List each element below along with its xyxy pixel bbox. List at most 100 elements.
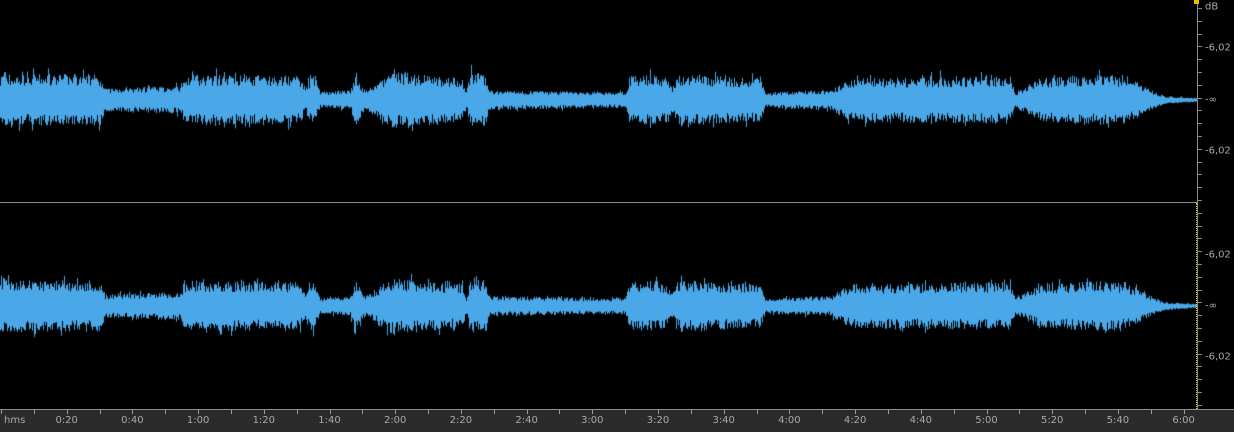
time-tick <box>296 410 298 414</box>
time-tick <box>723 410 725 414</box>
time-tick <box>887 410 889 414</box>
level-tick <box>1198 404 1202 406</box>
time-label: 4:40 <box>909 415 933 426</box>
time-tick <box>625 410 627 414</box>
level-tick <box>1198 276 1202 278</box>
level-tick <box>1198 302 1202 304</box>
time-tick <box>165 410 167 414</box>
level-tick <box>1198 8 1202 9</box>
time-label: 5:40 <box>1106 415 1130 426</box>
level-tick <box>1198 225 1202 227</box>
time-label: 0:20 <box>55 415 78 426</box>
playhead-marker[interactable] <box>1194 0 1199 4</box>
playhead-line[interactable] <box>1196 203 1197 409</box>
time-tick <box>1117 410 1119 414</box>
level-tick <box>1198 59 1202 61</box>
level-tick <box>1198 97 1202 99</box>
level-tick <box>1198 72 1202 73</box>
time-label: 5:00 <box>975 415 998 426</box>
level-tick <box>1198 392 1202 393</box>
level-tick <box>1198 46 1202 48</box>
level-tick <box>1198 353 1202 355</box>
time-tick <box>1052 410 1054 414</box>
db-label: -6,02 <box>1205 351 1231 363</box>
level-tick <box>1198 33 1202 35</box>
channel-divider <box>0 202 1234 203</box>
time-tick <box>33 410 35 414</box>
time-tick <box>789 410 791 414</box>
time-label: 1:00 <box>186 415 210 426</box>
time-tick <box>66 410 68 414</box>
time-tick <box>493 410 495 414</box>
level-tick <box>1198 251 1202 253</box>
time-tick <box>132 410 134 414</box>
time-label: 3:20 <box>646 415 670 426</box>
waveform-display[interactable] <box>0 0 1197 409</box>
time-unit-label: hms <box>4 415 26 426</box>
db-label: -6,02 <box>1205 42 1231 54</box>
time-label: 2:40 <box>515 415 538 426</box>
time-label: 2:00 <box>383 415 407 426</box>
time-label: 2:20 <box>449 415 473 426</box>
time-tick <box>362 410 364 414</box>
db-label: -6,02 <box>1205 249 1231 261</box>
time-tick <box>756 410 758 414</box>
time-tick <box>329 410 331 414</box>
time-tick <box>526 410 528 414</box>
level-tick <box>1198 328 1202 329</box>
time-tick <box>263 410 265 414</box>
time-tick <box>99 410 101 414</box>
level-tick <box>1198 110 1202 112</box>
time-tick <box>1150 410 1152 414</box>
time-tick <box>1183 410 1185 414</box>
level-tick <box>1198 340 1202 342</box>
db-label: -∞ <box>1205 300 1217 312</box>
level-tick <box>1198 20 1202 22</box>
level-tick <box>1198 200 1202 201</box>
time-tick <box>953 410 955 414</box>
time-label: 6:00 <box>1172 415 1195 426</box>
level-tick <box>1198 187 1202 189</box>
time-label: 1:20 <box>252 415 276 426</box>
time-tick <box>658 410 659 414</box>
level-tick <box>1198 161 1202 163</box>
time-tick <box>559 410 561 414</box>
time-label: 5:20 <box>1040 415 1064 426</box>
time-label: 3:40 <box>712 415 735 426</box>
time-tick <box>395 410 397 414</box>
time-tick <box>920 410 922 414</box>
time-tick <box>1019 410 1021 414</box>
level-tick <box>1198 148 1202 150</box>
time-label: 1:40 <box>318 415 341 426</box>
level-tick <box>1198 174 1202 176</box>
time-tick <box>592 410 594 414</box>
time-label: 3:00 <box>581 415 604 426</box>
level-tick <box>1198 212 1202 214</box>
time-label: 4:20 <box>843 415 867 426</box>
time-tick <box>460 410 462 414</box>
time-tick <box>1 410 2 414</box>
level-tick <box>1198 379 1202 381</box>
time-tick <box>1085 410 1087 414</box>
time-tick <box>230 410 232 414</box>
level-tick <box>1198 136 1202 137</box>
time-label: 0:40 <box>121 415 144 426</box>
time-tick <box>986 410 988 414</box>
level-tick <box>1198 366 1202 368</box>
time-tick <box>428 410 430 414</box>
db-label: -6,02 <box>1205 145 1231 157</box>
time-tick <box>690 410 692 414</box>
level-tick <box>1198 123 1202 125</box>
level-tick <box>1198 289 1202 291</box>
db-label: -∞ <box>1205 94 1217 106</box>
level-tick <box>1198 84 1202 86</box>
time-tick <box>198 410 200 414</box>
time-tick <box>855 410 857 414</box>
time-tick <box>822 410 824 414</box>
time-ruler[interactable]: hms 0:20 0:40 1:00 1:20 1:40 2:00 2:20 2:40 3:00… <box>0 409 1234 432</box>
level-tick <box>1198 315 1202 317</box>
level-ruler <box>1197 0 1234 409</box>
db-unit-label: dB <box>1205 1 1219 13</box>
time-label: 4:00 <box>778 415 801 426</box>
level-tick <box>1198 264 1202 265</box>
